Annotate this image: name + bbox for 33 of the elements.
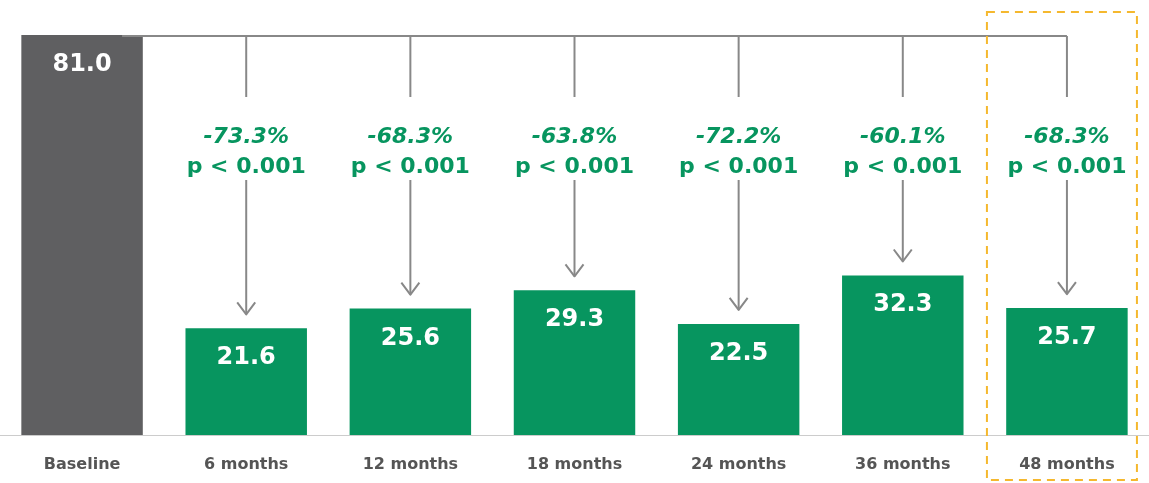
annotation: -72.2% [695, 122, 782, 148]
data-label: 21.6 [216, 342, 276, 371]
data-label: 22.5 [709, 337, 769, 366]
bar [21, 35, 143, 435]
data-label: 25.6 [380, 322, 440, 351]
bar [513, 290, 636, 435]
annotation: p < 0.001 [843, 152, 963, 178]
bar [842, 275, 964, 435]
annotation: p < 0.001 [514, 152, 635, 178]
annotation: p < 0.001 [350, 152, 470, 178]
bar [185, 328, 307, 435]
annotation: -73.3% [203, 122, 289, 148]
x-tick-label: 36 months [855, 453, 951, 473]
data-label: 32.3 [873, 289, 933, 318]
x-tick-label: Baseline [43, 453, 121, 473]
annotation: -63.8% [531, 122, 618, 148]
annotation: -68.3% [1024, 122, 1110, 148]
annotation: p < 0.001 [1007, 152, 1127, 178]
x-tick-label: 24 months [690, 453, 787, 473]
annotation: -60.1% [860, 122, 946, 148]
data-label: 29.3 [544, 304, 605, 333]
x-tick-label: 6 months [204, 453, 289, 473]
x-tick-label: 12 months [362, 453, 459, 473]
data-label: 25.7 [1037, 322, 1097, 351]
annotation: p < 0.001 [186, 152, 306, 178]
bar [349, 308, 472, 435]
bar [1006, 308, 1128, 435]
data-label: 81.0 [52, 49, 112, 77]
annotation: -68.3% [367, 122, 454, 148]
annotation: p < 0.001 [679, 152, 799, 178]
bar [677, 323, 800, 435]
x-tick-label: 48 months [1019, 453, 1115, 473]
x-tick-label: 18 months [526, 453, 623, 473]
